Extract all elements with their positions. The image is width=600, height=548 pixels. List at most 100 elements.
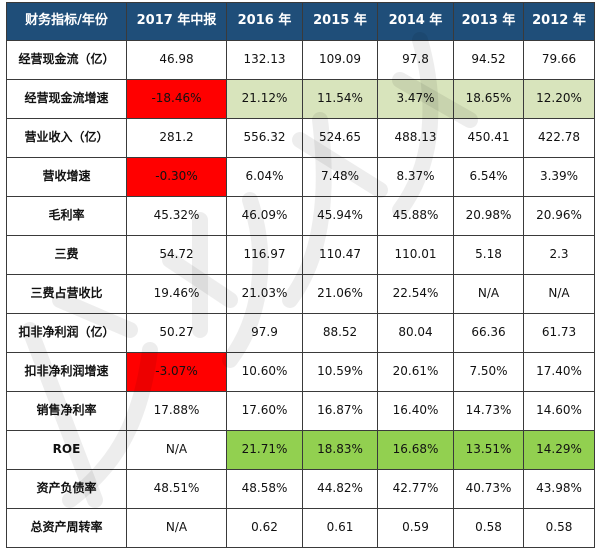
table-body: 经营现金流（亿） 46.98 132.13 109.09 97.8 94.52 79.66 经… [6, 40, 595, 548]
table-cell: 21.06% [302, 274, 378, 314]
table-row: 经营现金流（亿） 46.98 132.13 109.09 97.8 94.52 79.66 [6, 40, 595, 80]
row-label: 资产负债率 [6, 469, 127, 509]
table-cell: 48.51% [126, 469, 227, 509]
table-cell: 21.71% [226, 430, 303, 470]
table-cell: 12.20% [523, 79, 595, 119]
table-row: ROE N/A 21.71% 18.83% 16.68% 13.51% 14.29% [6, 430, 595, 470]
table-row: 三费 54.72 116.97 110.47 110.01 5.18 2.3 [6, 235, 595, 275]
header-2013: 2013 年 [453, 2, 524, 41]
row-label: ROE [6, 430, 127, 470]
table-cell: 94.52 [453, 40, 524, 80]
table-cell: 8.37% [377, 157, 454, 197]
table-cell: 10.60% [226, 352, 303, 392]
table-row: 销售净利率 17.88% 17.60% 16.87% 16.40% 14.73% 14.60… [6, 391, 595, 431]
table-row: 毛利率 45.32% 46.09% 45.94% 45.88% 20.98% 20.96% [6, 196, 595, 236]
table-row: 扣非净利润（亿） 50.27 97.9 88.52 80.04 66.36 61.73 [6, 313, 595, 353]
table-row: 资产负债率 48.51% 48.58% 44.82% 42.77% 40.73% 43.98… [6, 469, 595, 509]
table-cell: 17.88% [126, 391, 227, 431]
table-cell: 66.36 [453, 313, 524, 353]
table-cell: 3.47% [377, 79, 454, 119]
table-cell: 16.87% [302, 391, 378, 431]
table-cell: 18.65% [453, 79, 524, 119]
table-cell: 43.98% [523, 469, 595, 509]
table-cell: 44.82% [302, 469, 378, 509]
table-cell: 88.52 [302, 313, 378, 353]
row-label: 扣非净利润（亿） [6, 313, 127, 353]
header-indicator-year: 财务指标/年份 [6, 2, 127, 41]
row-label: 营业收入（亿） [6, 118, 127, 158]
financial-table-container: 财务指标/年份 2017 年中报 2016 年 2015 年 2014 年 20… [6, 2, 595, 548]
table-cell: 14.73% [453, 391, 524, 431]
table-cell: 97.8 [377, 40, 454, 80]
table-cell: N/A [523, 274, 595, 314]
table-cell: 281.2 [126, 118, 227, 158]
table-cell: 488.13 [377, 118, 454, 158]
header-2017-h1: 2017 年中报 [126, 2, 227, 41]
table-cell: 13.51% [453, 430, 524, 470]
table-cell: 5.18 [453, 235, 524, 275]
table-cell: 109.09 [302, 40, 378, 80]
table-cell: 80.04 [377, 313, 454, 353]
table-cell: 7.48% [302, 157, 378, 197]
header-2012: 2012 年 [523, 2, 595, 41]
row-label: 经营现金流（亿） [6, 40, 127, 80]
table-cell: 40.73% [453, 469, 524, 509]
header-2014: 2014 年 [377, 2, 454, 41]
table-cell: -3.07% [126, 352, 227, 392]
table-cell: 0.58 [523, 508, 595, 548]
row-label: 毛利率 [6, 196, 127, 236]
table-cell: 45.88% [377, 196, 454, 236]
table-cell: 97.9 [226, 313, 303, 353]
table-cell: 17.60% [226, 391, 303, 431]
table-cell: 116.97 [226, 235, 303, 275]
table-cell: 110.01 [377, 235, 454, 275]
table-cell: 14.60% [523, 391, 595, 431]
header-2016: 2016 年 [226, 2, 303, 41]
table-cell: 21.12% [226, 79, 303, 119]
table-cell: 556.32 [226, 118, 303, 158]
table-cell: 20.98% [453, 196, 524, 236]
table-cell: 19.46% [126, 274, 227, 314]
header-2015: 2015 年 [302, 2, 378, 41]
table-cell: 50.27 [126, 313, 227, 353]
table-cell: 22.54% [377, 274, 454, 314]
table-row: 总资产周转率 N/A 0.62 0.61 0.59 0.58 0.58 [6, 508, 595, 548]
table-cell: 6.54% [453, 157, 524, 197]
table-cell: 16.68% [377, 430, 454, 470]
table-cell: 42.77% [377, 469, 454, 509]
header-row: 财务指标/年份 2017 年中报 2016 年 2015 年 2014 年 20… [6, 2, 595, 41]
table-cell: 14.29% [523, 430, 595, 470]
table-cell: 132.13 [226, 40, 303, 80]
table-row: 扣非净利润增速 -3.07% 10.60% 10.59% 20.61% 7.50% 17.4… [6, 352, 595, 392]
table-cell: 45.94% [302, 196, 378, 236]
table-row: 经营现金流增速 -18.46% 21.12% 11.54% 3.47% 18.65% 12.… [6, 79, 595, 119]
table-row: 营收增速 -0.30% 6.04% 7.48% 8.37% 6.54% 3.39% [6, 157, 595, 197]
table-cell: 0.59 [377, 508, 454, 548]
table-cell: 54.72 [126, 235, 227, 275]
table-cell: 11.54% [302, 79, 378, 119]
row-label: 营收增速 [6, 157, 127, 197]
table-cell: 10.59% [302, 352, 378, 392]
table-cell: 61.73 [523, 313, 595, 353]
row-label: 经营现金流增速 [6, 79, 127, 119]
table-cell: 17.40% [523, 352, 595, 392]
table-cell: 16.40% [377, 391, 454, 431]
table-cell: 0.62 [226, 508, 303, 548]
table-cell: 3.39% [523, 157, 595, 197]
row-label: 三费 [6, 235, 127, 275]
table-cell: N/A [126, 430, 227, 470]
table-cell: 48.58% [226, 469, 303, 509]
table-cell: 422.78 [523, 118, 595, 158]
table-cell: 524.65 [302, 118, 378, 158]
table-row: 三费占营收比 19.46% 21.03% 21.06% 22.54% N/A N/A [6, 274, 595, 314]
table-cell: -18.46% [126, 79, 227, 119]
table-cell: 20.96% [523, 196, 595, 236]
table-cell: 110.47 [302, 235, 378, 275]
table-cell: 45.32% [126, 196, 227, 236]
table-cell: 18.83% [302, 430, 378, 470]
table-cell: -0.30% [126, 157, 227, 197]
row-label: 总资产周转率 [6, 508, 127, 548]
table-cell: 6.04% [226, 157, 303, 197]
table-cell: 7.50% [453, 352, 524, 392]
table-cell: 20.61% [377, 352, 454, 392]
